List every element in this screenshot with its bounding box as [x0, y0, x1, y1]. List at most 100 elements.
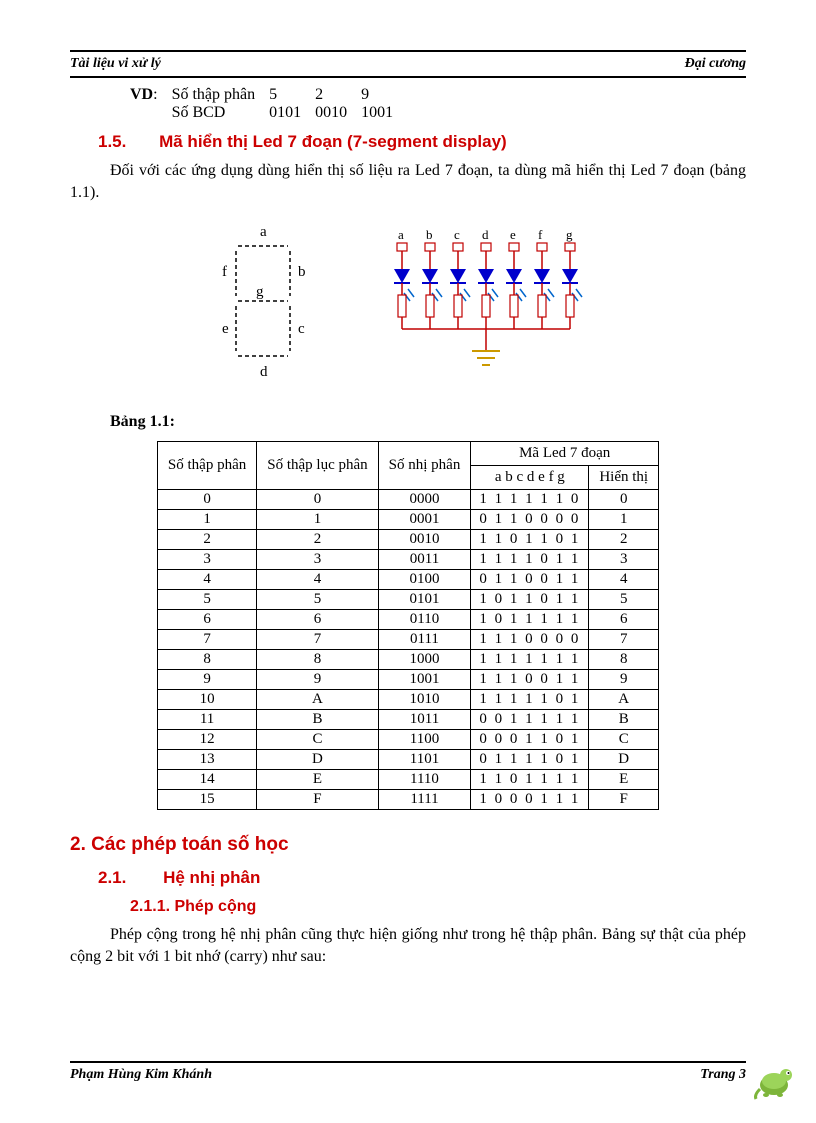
table-row: 2200101 1 0 1 1 0 12: [157, 530, 658, 550]
footer-right: Trang 3: [700, 1067, 746, 1083]
table-row: 8810001 1 1 1 1 1 18: [157, 650, 658, 670]
heading-1-5-title: Mã hiển thị Led 7 đoạn (7-segment displa…: [159, 132, 507, 151]
page-footer: Phạm Hùng Kim Khánh Trang 3: [70, 1061, 746, 1083]
table-row: 13D11010 1 1 1 1 0 1D: [157, 750, 658, 770]
th-abcdefg: a b c d e f g: [471, 466, 589, 490]
table-row: 7701111 1 1 0 0 0 07: [157, 630, 658, 650]
table-cell: 8: [157, 650, 256, 670]
table-cell: 1001: [378, 670, 471, 690]
table-cell: E: [257, 770, 378, 790]
table-cell: 9: [157, 670, 256, 690]
table-row: 6601101 0 1 1 1 1 16: [157, 610, 658, 630]
table-cell: 4: [589, 570, 659, 590]
header-left: Tài liệu vi xử lý: [70, 56, 161, 72]
table-cell: 5: [257, 590, 378, 610]
table-cell: 5: [157, 590, 256, 610]
table-cell: F: [589, 790, 659, 810]
heading-2-1-num: 2.1.: [98, 868, 126, 887]
table-cell: 11: [157, 710, 256, 730]
svg-text:e: e: [222, 321, 229, 337]
table-cell: 4: [257, 570, 378, 590]
vd-r1v1: 2: [315, 86, 361, 104]
vd-row1-label: Số thập phân: [172, 86, 270, 104]
table-cell: 8: [589, 650, 659, 670]
table-cell: A: [257, 690, 378, 710]
th-display: Hiển thị: [589, 466, 659, 490]
table-cell: 1 1 1 1 0 1 1: [471, 550, 589, 570]
svg-text:e: e: [510, 227, 516, 242]
svg-text:f: f: [222, 264, 227, 280]
table-cell: 0 1 1 0 0 0 0: [471, 510, 589, 530]
heading-1-5-num: 1.5.: [98, 132, 126, 151]
vd-row2-label: Số BCD: [172, 104, 270, 122]
table-cell: 0101: [378, 590, 471, 610]
table-cell: 13: [157, 750, 256, 770]
table-cell: D: [589, 750, 659, 770]
table-cell: 9: [257, 670, 378, 690]
table-cell: 6: [589, 610, 659, 630]
table-cell: B: [257, 710, 378, 730]
table-cell: 0: [157, 490, 256, 510]
table-cell: 6: [157, 610, 256, 630]
table-cell: 1 1 1 0 0 0 0: [471, 630, 589, 650]
table-cell: 1 1 0 1 1 1 1: [471, 770, 589, 790]
table-cell: 15: [157, 790, 256, 810]
page-header: Tài liệu vi xử lý Đại cương: [70, 54, 746, 78]
table-cell: 1 1 1 1 1 0 1: [471, 690, 589, 710]
lizard-icon: [752, 1059, 800, 1101]
header-right: Đại cương: [685, 56, 746, 72]
table-caption: Bảng 1.1:: [110, 413, 746, 431]
table-cell: 0 1 1 0 0 1 1: [471, 570, 589, 590]
vd-r1v2: 9: [361, 86, 407, 104]
table-cell: 1: [157, 510, 256, 530]
table-cell: 2: [589, 530, 659, 550]
svg-text:a: a: [260, 224, 267, 240]
heading-1-5: 1.5. Mã hiển thị Led 7 đoạn (7-segment d…: [98, 132, 746, 152]
table-cell: D: [257, 750, 378, 770]
th-hex: Số thập lục phân: [257, 442, 378, 490]
table-row: 15F11111 0 0 0 1 1 1F: [157, 790, 658, 810]
table-cell: C: [257, 730, 378, 750]
table-cell: E: [589, 770, 659, 790]
svg-text:c: c: [454, 227, 460, 242]
table-cell: 1101: [378, 750, 471, 770]
table-cell: 0111: [378, 630, 471, 650]
seven-segment-diagram: a b c d e f g: [208, 221, 318, 391]
svg-text:f: f: [538, 227, 543, 242]
table-cell: 1: [257, 510, 378, 530]
svg-text:g: g: [256, 284, 264, 300]
table-cell: 1 1 1 1 1 1 0: [471, 490, 589, 510]
svg-text:c: c: [298, 321, 305, 337]
table-cell: 1: [589, 510, 659, 530]
table-cell: 2: [157, 530, 256, 550]
para-2: Phép cộng trong hệ nhị phân cũng thực hi…: [70, 924, 746, 967]
table-cell: 1011: [378, 710, 471, 730]
svg-text:d: d: [260, 364, 268, 380]
table-cell: 8: [257, 650, 378, 670]
vd-prefix: VD: [130, 86, 153, 103]
table-row: 5501011 0 1 1 0 1 15: [157, 590, 658, 610]
svg-text:d: d: [482, 227, 489, 242]
table-cell: 3: [257, 550, 378, 570]
table-cell: 5: [589, 590, 659, 610]
table-cell: 0011: [378, 550, 471, 570]
svg-text:b: b: [298, 264, 306, 280]
table-cell: 3: [589, 550, 659, 570]
table-cell: 7: [157, 630, 256, 650]
svg-text:a: a: [398, 227, 404, 242]
table-cell: 2: [257, 530, 378, 550]
table-cell: 0001: [378, 510, 471, 530]
table-cell: 0010: [378, 530, 471, 550]
table-cell: 4: [157, 570, 256, 590]
footer-left: Phạm Hùng Kim Khánh: [70, 1067, 212, 1083]
table-cell: 1010: [378, 690, 471, 710]
heading-2-1: 2.1. Hệ nhị phân: [98, 868, 746, 888]
table-cell: 6: [257, 610, 378, 630]
table-cell: 0100: [378, 570, 471, 590]
table-cell: 3: [157, 550, 256, 570]
table-cell: 1 0 0 0 1 1 1: [471, 790, 589, 810]
led-7seg-table: Số thập phân Số thập lục phân Số nhị phâ…: [157, 441, 659, 810]
table-cell: 7: [257, 630, 378, 650]
para-1: Đối với các ứng dụng dùng hiển thị số li…: [70, 160, 746, 203]
table-cell: 0110: [378, 610, 471, 630]
